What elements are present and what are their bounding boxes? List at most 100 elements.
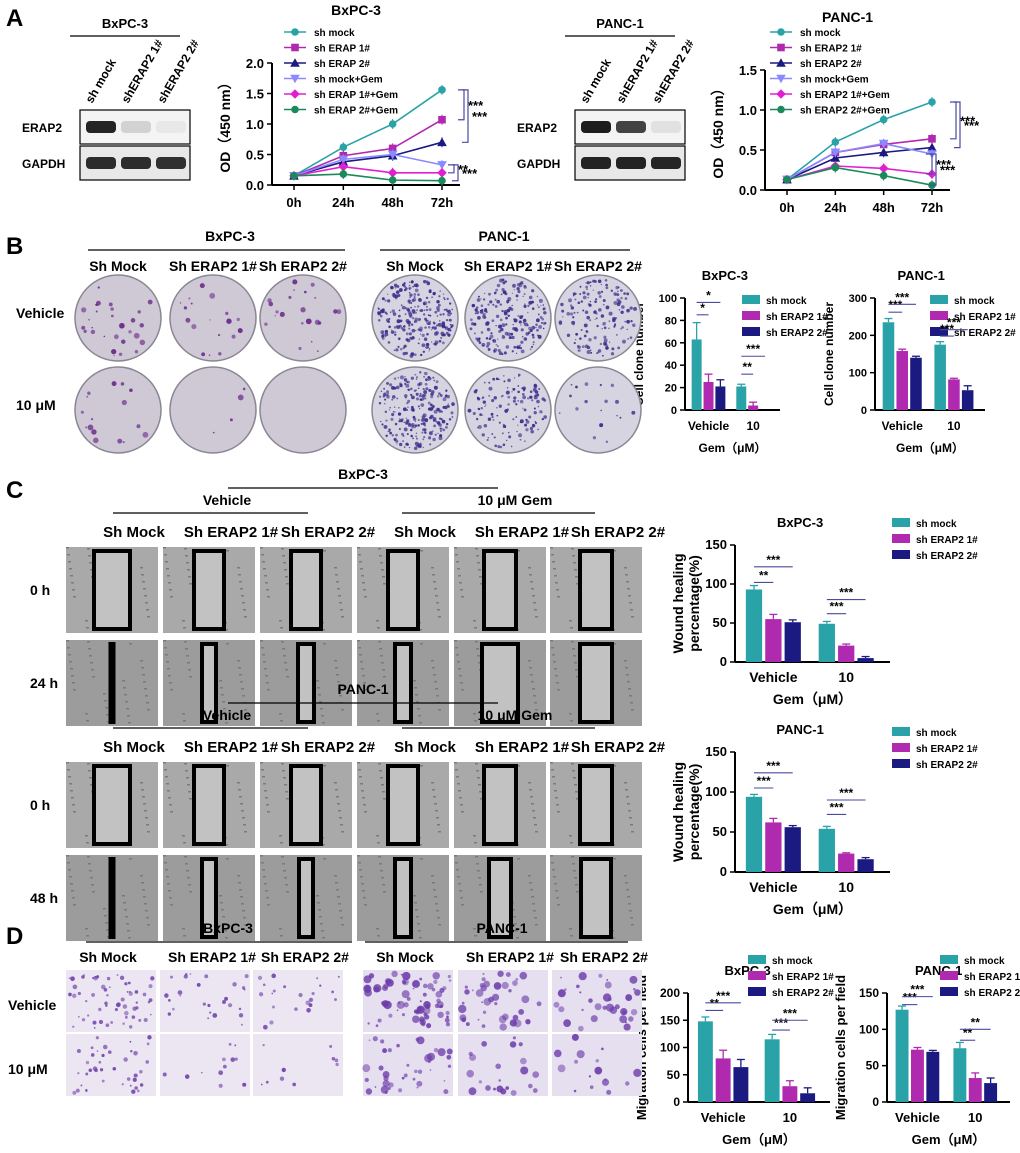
colony-dot — [414, 441, 419, 446]
colony-dot — [526, 418, 528, 421]
colony-dot — [418, 298, 423, 303]
y-tick-label: 150 — [660, 1013, 680, 1027]
colony-dot — [476, 426, 479, 429]
colony-dot — [601, 328, 603, 330]
cell-speck — [261, 769, 264, 771]
migrated-cell — [382, 1079, 390, 1088]
x-tick-label: 24h — [332, 195, 354, 210]
migrated-cell — [384, 977, 392, 985]
colony-dot — [430, 403, 433, 407]
colony-dot — [541, 317, 545, 321]
cell-speck — [555, 890, 558, 892]
cell-speck — [188, 576, 191, 578]
colony-dot — [605, 283, 608, 287]
x-tick-label: Vehicle — [895, 1110, 940, 1125]
colony-dot — [474, 312, 477, 315]
colony-dot — [415, 437, 418, 440]
colony-dot — [81, 307, 87, 313]
colony-dot — [392, 411, 395, 413]
colony-dot — [575, 332, 579, 336]
colony-dot — [383, 424, 388, 429]
migrated-cell — [122, 1022, 125, 1025]
colony-dot — [558, 321, 563, 326]
colony-dot — [395, 348, 399, 352]
migrated-cell — [262, 1043, 265, 1047]
y-tick-label: 150 — [705, 744, 727, 759]
cell-speck — [574, 784, 577, 786]
migrated-cell — [416, 1086, 419, 1089]
colony-dot — [520, 340, 524, 344]
migrated-cell — [398, 1001, 401, 1004]
migrated-cell — [482, 972, 485, 975]
colony-dot — [447, 403, 449, 405]
cell-speck — [322, 937, 325, 939]
migrated-cell — [135, 1006, 139, 1010]
cell-speck — [361, 883, 364, 885]
colony-dot — [475, 417, 479, 421]
y-tick-label: 2.0 — [246, 56, 264, 71]
colony-dot — [237, 394, 244, 401]
cell-speck — [184, 763, 187, 765]
colony-dot — [566, 312, 571, 316]
cell-speck — [573, 655, 576, 657]
cell-speck — [187, 662, 190, 664]
cell-speck — [631, 616, 634, 618]
colony-dot — [389, 406, 391, 409]
cell-speck — [186, 655, 189, 657]
migrated-cell — [222, 1000, 226, 1004]
colony-dot — [410, 387, 413, 391]
bar — [910, 357, 922, 410]
legend-label: sh ERAP 1#+Gem — [314, 90, 398, 101]
colony-dot — [424, 371, 428, 376]
migrated-cell — [112, 1066, 117, 1071]
cell-speck — [556, 897, 559, 899]
cell-speck — [104, 700, 107, 702]
colony-row-label: 10 μM — [16, 397, 56, 413]
plate-disc — [259, 274, 347, 362]
cell-speck — [553, 783, 556, 785]
line-chart-panc1: PANC-10.00.51.01.5OD（450 nm）0h 24h 48h 72hs… — [710, 9, 980, 215]
migrated-cell — [416, 1005, 425, 1014]
colony-dot — [408, 446, 411, 449]
cell-speck — [529, 789, 532, 791]
cell-speck — [334, 875, 337, 877]
migrated-cell — [179, 994, 182, 997]
cell-speck — [141, 574, 144, 576]
colony-dot — [403, 344, 407, 348]
migrated-cell — [633, 1068, 642, 1078]
cell-speck — [282, 555, 285, 557]
migrated-cell — [436, 998, 441, 1004]
cell-speck — [551, 862, 554, 864]
cell-speck — [244, 616, 247, 618]
bar — [736, 386, 747, 410]
cell-speck — [474, 627, 477, 629]
cell-speck — [380, 870, 383, 872]
cell-speck — [238, 574, 241, 576]
cell-speck — [631, 924, 634, 926]
colony-dot — [399, 418, 403, 423]
data-point — [388, 176, 397, 184]
cell-speck — [420, 550, 423, 552]
colony-dot — [449, 323, 452, 326]
migrated-cell — [519, 971, 528, 980]
cell-speck — [557, 811, 560, 813]
data-point — [437, 137, 447, 147]
cell-speck — [166, 876, 169, 878]
significance-stars: *** — [830, 800, 844, 814]
colony-dot — [503, 311, 508, 316]
blot-panc1-band — [651, 157, 681, 169]
cell-speck — [627, 588, 630, 590]
colony-dot — [483, 381, 486, 384]
cell-speck — [70, 790, 73, 792]
migrated-cell — [383, 1000, 392, 1010]
colony-dot — [535, 326, 537, 329]
cell-speck — [358, 554, 361, 556]
panel-label-A: A — [6, 5, 23, 32]
colony-dot — [525, 420, 530, 424]
colony-dot — [422, 446, 424, 449]
colony-dot — [612, 318, 616, 323]
significance-stars: ** — [743, 360, 753, 374]
cell-speck — [570, 842, 573, 844]
cell-speck — [436, 695, 439, 697]
series-line — [786, 146, 933, 181]
